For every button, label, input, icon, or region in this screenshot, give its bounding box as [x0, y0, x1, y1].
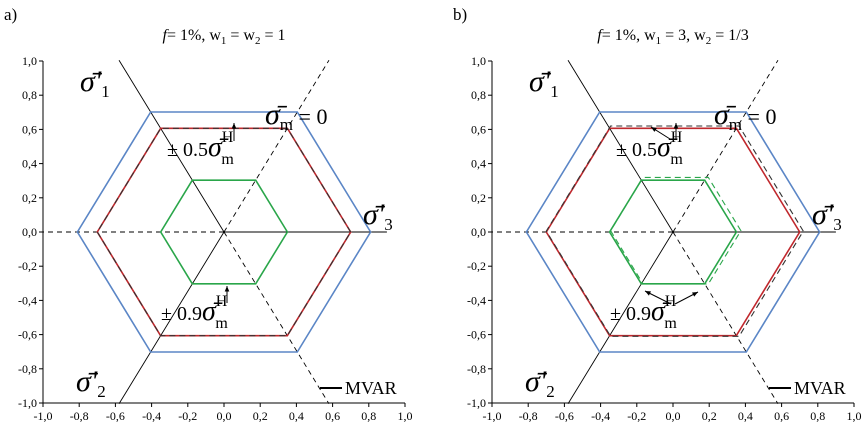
x-tick-label: 0,8	[361, 409, 376, 423]
x-tick-label: -1,0	[34, 409, 53, 423]
annotation-arrowhead	[692, 292, 698, 297]
chart-panel-a: a) f= 1%, w1 = w2 = 1 1,0 0,8 0,6 0,4 0,2 0,0 -0…	[4, 5, 413, 423]
panel-label: a)	[4, 5, 17, 24]
panel-label: b)	[453, 5, 467, 24]
x-tick-label: -0,8	[70, 409, 89, 423]
y-tick-label: -1,0	[467, 396, 486, 410]
series-hexagon-0	[525, 111, 821, 353]
x-tick-label: 1,0	[398, 409, 413, 423]
sigma-m-zero-axis	[223, 231, 330, 405]
y-tick-label: 0,0	[22, 225, 37, 239]
annotation-lower: ± 0.9σ̄H m	[610, 293, 677, 332]
sigma-m-zero-axis	[672, 59, 779, 233]
chart-panel-b: b) f= 1%, w1 = 3, w2 = 1/3 1,0 0,8 0,6 0,4 0,2…	[453, 5, 862, 423]
x-tick-label: 0,2	[702, 409, 717, 423]
sigma1-axis	[118, 59, 225, 233]
annotation-lower: ± 0.9σ̄H m	[161, 293, 228, 332]
x-tick-label: -0,2	[178, 409, 197, 423]
chart-title: f= 1%, w1 = w2 = 1	[163, 27, 286, 47]
y-tick-label: 1,0	[22, 54, 37, 68]
sigma-m-zero-axis	[672, 231, 779, 405]
x-tick-label: -0,8	[519, 409, 538, 423]
y-tick-label: 0,8	[22, 88, 37, 102]
chart-title: f= 1%, w1 = 3, w2 = 1/3	[597, 27, 748, 47]
annotation-arrowhead	[231, 123, 237, 129]
annotation-upper: ± 0.5σ̄H m	[167, 129, 234, 168]
x-tick-label: 0,6	[774, 409, 789, 423]
sigma3-label: σ̄'3	[812, 198, 842, 234]
sigma2-axis	[118, 231, 225, 405]
x-tick-label: -0,4	[142, 409, 161, 423]
legend-label: MVAR	[794, 378, 846, 398]
x-tick-label: 1,0	[847, 409, 862, 423]
sigma1-label: σ̄'1	[529, 65, 559, 101]
x-tick-label: -0,2	[627, 409, 646, 423]
y-tick-label: 0,8	[471, 88, 486, 102]
x-tick-label: -0,4	[591, 409, 610, 423]
x-tick-label: 0,4	[738, 409, 753, 423]
x-tick-label: 0,8	[810, 409, 825, 423]
y-tick-label: 0,2	[471, 191, 486, 205]
annotation-arrowhead	[224, 286, 230, 292]
y-tick-label: 0,6	[22, 122, 37, 136]
y-tick-label: 0,4	[471, 157, 486, 171]
sigma3-label: σ̄'3	[363, 198, 393, 234]
y-tick-label: -0,6	[18, 328, 37, 342]
series-hexagon-0	[76, 111, 372, 353]
x-tick-label: -0,6	[555, 409, 574, 423]
annotation-arrowhead	[651, 127, 657, 132]
y-tick-label: -1,0	[18, 396, 37, 410]
y-tick-label: 0,4	[22, 157, 37, 171]
series-hexagon-2	[96, 127, 352, 337]
y-tick-label: 0,0	[471, 225, 486, 239]
y-tick-label: 0,2	[22, 191, 37, 205]
sigma-m-zero-axis	[223, 59, 330, 233]
sigma1-label: σ̄'1	[80, 65, 110, 101]
series-hexagon-4	[609, 176, 742, 285]
annotation-arrowhead	[645, 291, 651, 296]
y-tick-label: -0,4	[18, 293, 37, 307]
x-tick-label: -0,6	[106, 409, 125, 423]
sigma1-axis	[567, 59, 674, 233]
y-tick-label: -0,8	[467, 362, 486, 376]
x-tick-label: 0,0	[666, 409, 681, 423]
sigma2-label: σ̄'2	[76, 365, 106, 401]
x-tick-label: 0,6	[325, 409, 340, 423]
x-tick-label: -1,0	[483, 409, 502, 423]
y-tick-label: 1,0	[471, 54, 486, 68]
x-tick-label: 0,0	[217, 409, 232, 423]
y-tick-label: -0,8	[18, 362, 37, 376]
series-hexagon-3	[159, 179, 289, 285]
sigma2-label: σ̄'2	[525, 365, 555, 401]
annotation-arrowhead	[673, 123, 679, 129]
y-tick-label: -0,6	[467, 328, 486, 342]
y-tick-label: -0,2	[467, 259, 486, 273]
sigma2-axis	[567, 231, 674, 405]
series-hexagon-2	[545, 125, 804, 337]
sigma-m-zero-label: σ̄m = 0	[265, 98, 327, 134]
y-tick-label: -0,2	[18, 259, 37, 273]
x-tick-label: 0,4	[289, 409, 304, 423]
y-tick-label: -0,4	[467, 293, 486, 307]
x-tick-label: 0,2	[253, 409, 268, 423]
legend-label: MVAR	[345, 378, 397, 398]
sigma-m-zero-label: σ̄m = 0	[714, 98, 776, 134]
annotation-upper: ± 0.5σ̄H m	[616, 129, 683, 168]
y-tick-label: 0,6	[471, 122, 486, 136]
